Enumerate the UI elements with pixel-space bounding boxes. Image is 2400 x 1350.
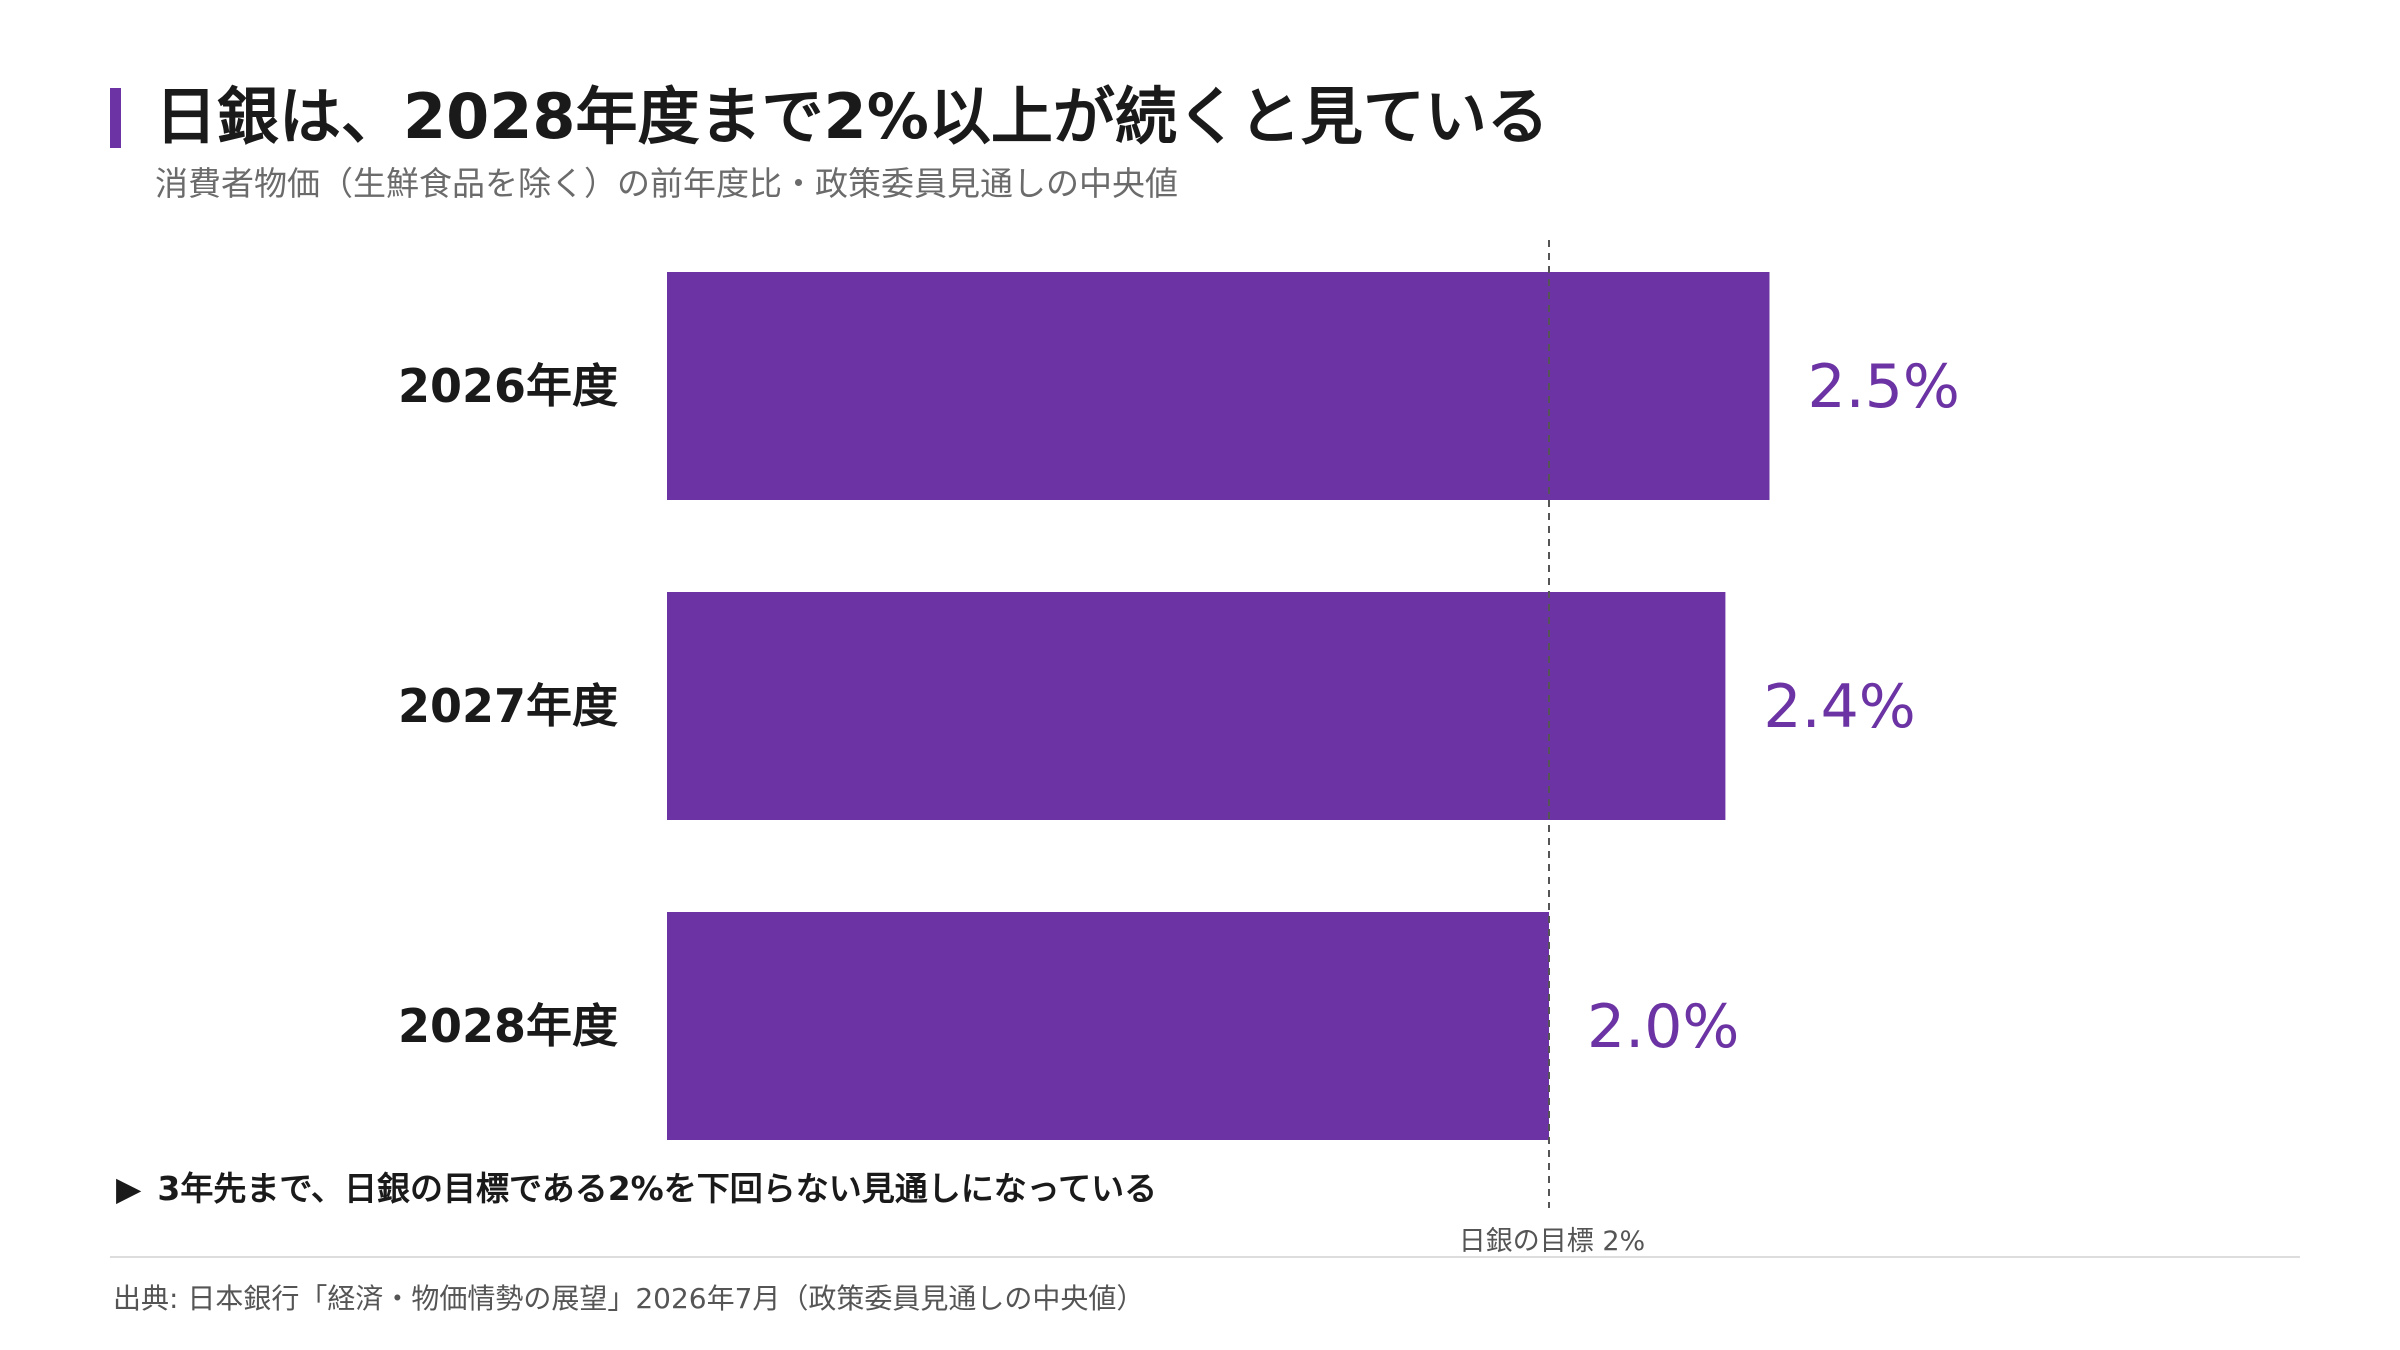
bar bbox=[667, 592, 1726, 820]
note-text: 3年先まで、日銀の目標である2%を下回らない見通しになっている bbox=[157, 1169, 1158, 1208]
bar bbox=[667, 912, 1549, 1140]
value-label: 2.4% bbox=[1763, 672, 1915, 742]
chart-title: 日銀は、2028年度まで2%以上が続くと見ている bbox=[155, 80, 1549, 153]
bar-chart: 2026年度 2.5% 2027年度 2.4% 2028年度 2.0% 日銀の目標 2% bbox=[398, 240, 1960, 1257]
triangle-right-icon: ▶ bbox=[116, 1169, 142, 1208]
category-label: 2026年度 bbox=[398, 359, 618, 413]
value-label: 2.0% bbox=[1587, 992, 1739, 1062]
footer-divider bbox=[110, 1256, 2300, 1258]
chart-subtitle: 消費者物価（生鮮食品を除く）の前年度比・政策委員見通しの中央値 bbox=[155, 164, 1178, 203]
title-accent-bar bbox=[110, 88, 121, 148]
chart-note: ▶ 3年先まで、日銀の目標である2%を下回らない見通しになっている bbox=[116, 1167, 1157, 1211]
value-label: 2.5% bbox=[1808, 352, 1960, 422]
category-label: 2027年度 bbox=[398, 679, 618, 733]
source-text: 出典: 日本銀行「経済・物価情勢の展望」2026年7月（政策委員見通しの中央値） bbox=[113, 1282, 1145, 1315]
reference-line-label: 日銀の目標 2% bbox=[1459, 1226, 1645, 1257]
bar bbox=[667, 272, 1770, 500]
category-label: 2028年度 bbox=[398, 999, 618, 1053]
